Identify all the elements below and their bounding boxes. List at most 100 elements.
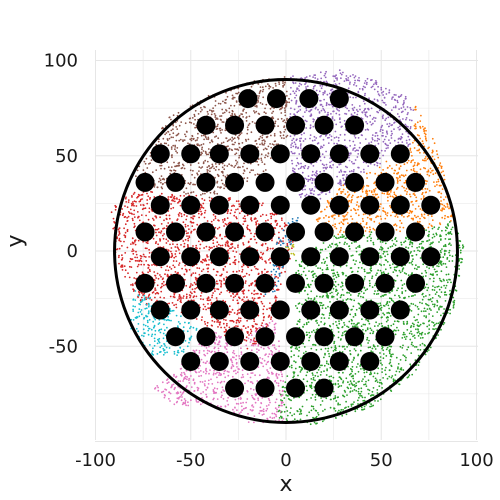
center-point: [270, 195, 290, 215]
center-point: [360, 144, 380, 164]
center-point: [270, 351, 290, 371]
y-axis-ticks: -50 0 50 100: [44, 51, 78, 358]
center-point: [286, 172, 306, 192]
center-point: [181, 351, 201, 371]
center-point: [314, 273, 334, 293]
center-point: [240, 351, 260, 371]
center-point: [301, 351, 321, 371]
series-points-1: [289, 69, 415, 207]
center-point: [240, 300, 260, 320]
series-cloud-8: [285, 243, 296, 256]
center-point: [150, 247, 170, 267]
center-point: [255, 327, 275, 347]
center-point: [301, 144, 321, 164]
center-point: [314, 222, 334, 242]
center-point: [270, 144, 290, 164]
center-point: [225, 172, 245, 192]
center-point: [181, 144, 201, 164]
center-point: [196, 273, 216, 293]
center-point: [421, 195, 441, 215]
center-point: [209, 300, 229, 320]
center-point: [225, 222, 245, 242]
y-axis-title: y: [3, 234, 28, 247]
center-point: [375, 222, 395, 242]
center-point: [314, 327, 334, 347]
center-point: [375, 172, 395, 192]
center-point: [375, 273, 395, 293]
center-point: [329, 144, 349, 164]
center-point: [255, 115, 275, 135]
series-points-5: [154, 320, 286, 424]
center-point: [360, 351, 380, 371]
center-point: [225, 327, 245, 347]
center-point: [150, 195, 170, 215]
center-point: [150, 144, 170, 164]
center-point: [135, 273, 155, 293]
center-point: [166, 172, 186, 192]
center-point: [255, 273, 275, 293]
center-point: [135, 172, 155, 192]
center-point: [329, 89, 349, 109]
center-point: [209, 195, 229, 215]
center-point: [209, 144, 229, 164]
center-point: [286, 222, 306, 242]
center-point: [345, 222, 365, 242]
y-tick-label: 100: [44, 51, 78, 72]
center-point: [135, 222, 155, 242]
center-point: [209, 247, 229, 267]
center-point: [329, 195, 349, 215]
series-cloud-5: [154, 320, 286, 424]
y-tick-label: 50: [55, 146, 78, 167]
center-point: [345, 115, 365, 135]
x-axis-title: x: [279, 472, 292, 497]
center-point: [255, 222, 275, 242]
center-point: [286, 273, 306, 293]
center-point: [166, 273, 186, 293]
cluster-centers: [135, 89, 441, 398]
center-point: [196, 115, 216, 135]
boundary-circle: [113, 78, 459, 424]
center-point: [209, 351, 229, 371]
center-point: [166, 222, 186, 242]
center-point: [390, 247, 410, 267]
series-cloud-1: [289, 69, 415, 207]
x-tick-label: 0: [280, 450, 291, 471]
series-points-2: [315, 105, 454, 236]
boundary-circle-layer: [113, 78, 459, 424]
center-point: [270, 300, 290, 320]
center-point: [255, 172, 275, 192]
center-point: [301, 300, 321, 320]
center-point: [360, 300, 380, 320]
center-point: [255, 378, 275, 398]
center-point: [181, 247, 201, 267]
center-point: [329, 351, 349, 371]
center-point: [286, 378, 306, 398]
center-point: [406, 222, 426, 242]
center-point: [240, 195, 260, 215]
center-point: [301, 247, 321, 267]
center-point: [150, 300, 170, 320]
center-point: [238, 89, 258, 109]
center-point: [329, 300, 349, 320]
center-point: [196, 222, 216, 242]
x-tick-label: 100: [459, 450, 493, 471]
center-point: [314, 378, 334, 398]
center-point: [345, 273, 365, 293]
center-point: [314, 172, 334, 192]
center-point: [345, 327, 365, 347]
x-axis-ticks: -100 -50 0 50 100: [75, 450, 494, 471]
center-point: [390, 195, 410, 215]
x-tick-label: 50: [370, 450, 393, 471]
center-point: [375, 327, 395, 347]
y-tick-label: 0: [67, 241, 78, 262]
x-tick-label: -100: [75, 450, 116, 471]
center-point: [240, 247, 260, 267]
center-point: [225, 273, 245, 293]
center-point: [196, 327, 216, 347]
center-point: [166, 327, 186, 347]
center-point: [286, 115, 306, 135]
center-point: [181, 195, 201, 215]
center-point: [360, 195, 380, 215]
center-point: [345, 172, 365, 192]
center-point: [406, 172, 426, 192]
